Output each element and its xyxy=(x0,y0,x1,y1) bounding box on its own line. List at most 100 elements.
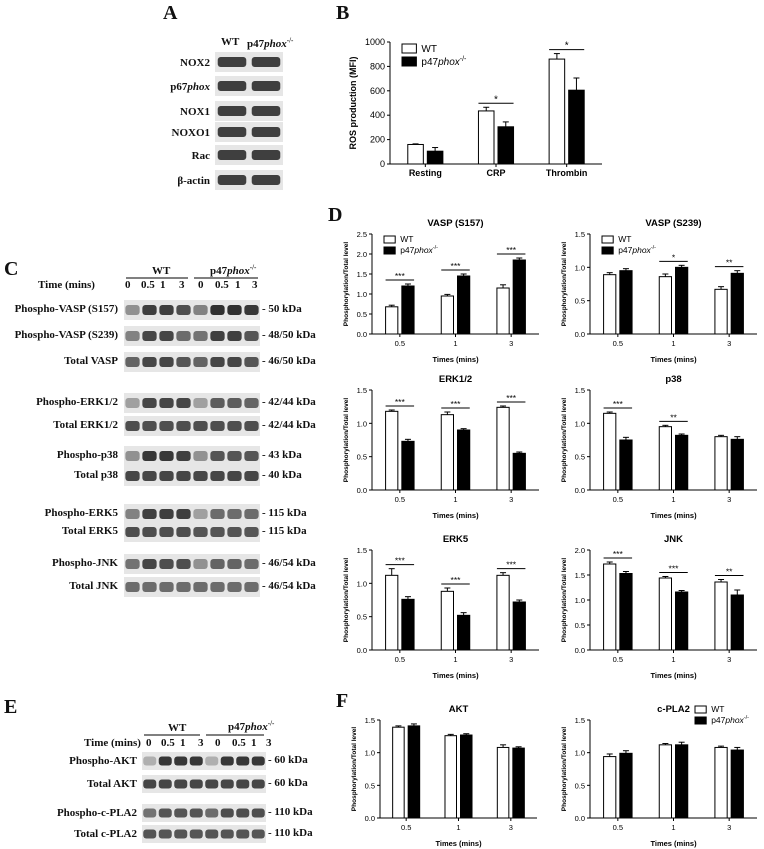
blot-row-label: Phospho-ERK1/2 xyxy=(36,396,118,408)
blot-band xyxy=(125,421,140,431)
x-axis-label: Times (mins) xyxy=(650,511,697,520)
kda-label: - 115 kDa xyxy=(262,507,307,519)
bar-chart-d5: ERK5 0.0 0.5 1.0 1.5 Phosphorylation/Total le… xyxy=(343,534,539,680)
blot-strip xyxy=(124,577,260,597)
x-tick-label: 1 xyxy=(453,655,457,664)
blot-band xyxy=(189,808,203,818)
blot-background xyxy=(124,393,260,413)
legend-label-wt: WT xyxy=(421,44,437,55)
blot-band xyxy=(217,81,247,91)
blot-row-label: Phospho-AKT xyxy=(69,755,137,767)
blot-band xyxy=(251,829,265,839)
y-axis-label: Phosphorylation/Total level xyxy=(351,727,358,812)
blot-band xyxy=(227,509,242,519)
blot-band xyxy=(158,808,172,818)
blot-band xyxy=(125,559,140,569)
legend-swatch-ko xyxy=(401,56,417,67)
kda-label: - 46/54 kDa xyxy=(262,580,316,592)
blot-strip xyxy=(142,752,266,770)
bar xyxy=(401,440,415,491)
blot-band xyxy=(227,305,242,315)
x-tick-label: 3 xyxy=(509,655,513,664)
lane-time: 0 xyxy=(125,279,131,291)
bar xyxy=(460,734,473,819)
bar xyxy=(619,573,633,651)
blot-band xyxy=(142,527,157,537)
blot-band xyxy=(210,471,225,481)
blot-band xyxy=(193,398,208,408)
blot-band xyxy=(244,421,259,431)
y-tick-label: 1.0 xyxy=(575,419,585,428)
x-tick-label: 0.5 xyxy=(395,339,405,348)
blot-band xyxy=(143,829,157,839)
blot-strip xyxy=(215,170,283,190)
blot-band xyxy=(205,756,219,766)
blot-band xyxy=(142,305,157,315)
blot-band xyxy=(217,57,247,67)
blot-band xyxy=(210,559,225,569)
blot-row-label: NOXO1 xyxy=(171,127,211,139)
blot-band xyxy=(205,808,219,818)
blot-band xyxy=(125,582,140,592)
legend-swatch-ko xyxy=(694,716,707,725)
blot-band xyxy=(244,471,259,481)
bar xyxy=(512,452,526,491)
blot-band xyxy=(176,331,191,341)
group-header-ko: p47phox-/- xyxy=(210,263,256,277)
bar xyxy=(440,590,455,651)
legend-label-ko: p47phox-/- xyxy=(711,715,749,725)
x-tick-label: Thrombin xyxy=(546,168,588,178)
blot-band xyxy=(159,471,174,481)
bar-chart-f1: AKT 0.0 0.5 1.0 1.5 Phosphorylation/Total lev… xyxy=(351,704,537,848)
bar xyxy=(407,725,421,819)
blot-band xyxy=(236,779,250,789)
y-axis-label: Phosphorylation/Total level xyxy=(561,727,568,812)
blot-band xyxy=(210,398,225,408)
blot-band xyxy=(143,756,157,766)
panel-letter-a: A xyxy=(163,2,178,24)
y-tick-label: 1.5 xyxy=(357,386,367,395)
bar xyxy=(619,439,633,491)
y-tick-label: 800 xyxy=(370,61,385,71)
blot-band xyxy=(176,527,191,537)
blot-band xyxy=(244,451,259,461)
bar xyxy=(457,275,471,335)
bar xyxy=(603,412,617,491)
x-tick-label: CRP xyxy=(486,168,505,178)
blot-band xyxy=(244,357,259,367)
y-tick-label: 1.5 xyxy=(575,571,585,580)
blot-band xyxy=(251,127,281,137)
blot-background xyxy=(124,352,260,372)
bar xyxy=(512,601,526,651)
bar xyxy=(658,276,673,335)
lane-time: 0.5 xyxy=(141,279,155,291)
group-underline xyxy=(144,734,264,736)
blot-band xyxy=(236,808,250,818)
kda-label: - 46/50 kDa xyxy=(262,355,316,367)
x-tick-label: 3 xyxy=(509,495,513,504)
bar xyxy=(730,272,744,335)
blot-band xyxy=(220,808,234,818)
blot-band xyxy=(251,779,265,789)
y-tick-label: 0.0 xyxy=(357,330,367,339)
x-axis-label: Times (mins) xyxy=(435,839,482,848)
blot-background xyxy=(142,825,266,843)
significance-stars: *** xyxy=(669,564,680,574)
bar xyxy=(401,285,415,335)
significance-stars: *** xyxy=(451,575,462,585)
blot-band xyxy=(159,305,174,315)
lane-time: 0 xyxy=(146,737,152,749)
blot-strip xyxy=(215,101,283,121)
bar xyxy=(675,591,689,651)
panel-letter-e: E xyxy=(4,696,18,718)
bar xyxy=(714,581,728,651)
blot-background xyxy=(124,554,260,574)
blot-band xyxy=(193,331,208,341)
significance-stars: * xyxy=(565,41,569,52)
blot-band xyxy=(210,331,225,341)
y-tick-label: 0.5 xyxy=(357,613,367,622)
blot-strip xyxy=(124,300,260,320)
group-underline xyxy=(126,277,258,279)
blot-band xyxy=(143,779,157,789)
y-axis-label: Phosphorylation/Total level xyxy=(343,398,350,483)
